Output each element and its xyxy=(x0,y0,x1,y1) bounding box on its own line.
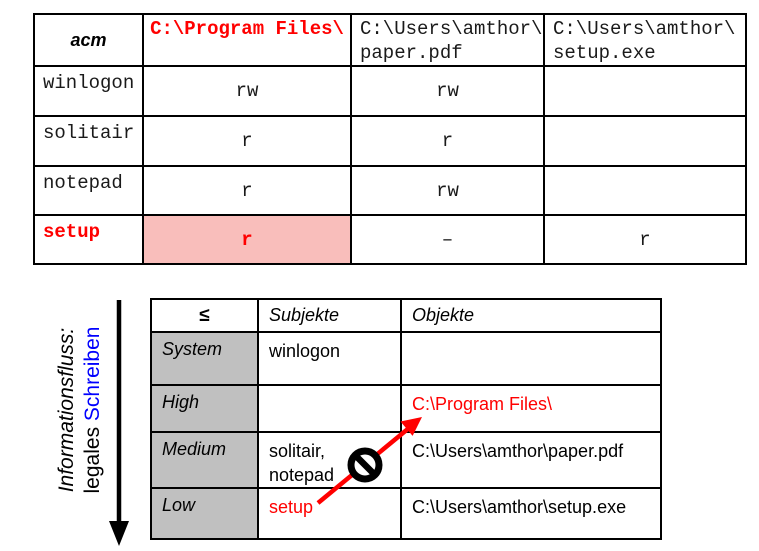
acm-cell xyxy=(543,165,747,216)
acm-col-header-line: C:\Users\amthor\ xyxy=(553,18,736,40)
levels-row-high: High C:\Program Files\ xyxy=(150,384,662,433)
acm-cell-highlighted: r xyxy=(142,214,352,265)
levels-cell-subjects: winlogon xyxy=(257,331,402,386)
levels-row-low: Low setup C:\Users\amthor\setup.exe xyxy=(150,487,662,540)
acm-col-header-paper-pdf: C:\Users\amthor\ paper.pdf xyxy=(350,13,545,67)
acm-cell: – xyxy=(350,214,545,265)
levels-cell-objects: C:\Users\amthor\setup.exe xyxy=(400,487,662,540)
acm-cell: rw xyxy=(142,65,352,117)
acm-subject-label: notepad xyxy=(33,165,144,216)
level-label: System xyxy=(150,331,259,386)
information-flow-label-line2: legales Schreiben xyxy=(80,280,106,540)
levels-header-row: ≤ Subjekte Objekte xyxy=(150,298,662,333)
acm-col-header-line: paper.pdf xyxy=(360,42,463,64)
flow-direction-arrow xyxy=(109,300,129,546)
acm-table: acm C:\Program Files\ C:\Users\amthor\ p… xyxy=(33,13,747,265)
levels-cell-subjects: setup xyxy=(257,487,402,540)
levels-cell-objects: C:\Program Files\ xyxy=(400,384,662,433)
acm-cell: r xyxy=(350,115,545,167)
subject-name: notepad xyxy=(269,465,335,485)
subjekte-header: Subjekte xyxy=(257,298,402,333)
level-label: High xyxy=(150,384,259,433)
subject-name: solitair, xyxy=(269,441,326,461)
acm-col-header-line: C:\Program Files\ xyxy=(150,18,344,40)
acm-header-row: acm C:\Program Files\ C:\Users\amthor\ p… xyxy=(33,13,747,67)
levels-row-medium: Medium solitair, notepad C:\Users\amthor… xyxy=(150,431,662,489)
acm-subject-label: solitair xyxy=(33,115,144,167)
acm-row-setup: setup r – r xyxy=(33,214,747,265)
acm-cell xyxy=(543,65,747,117)
acm-col-header-setup-exe: C:\Users\amthor\ setup.exe xyxy=(543,13,747,67)
objekte-header: Objekte xyxy=(400,298,662,333)
subject-name: setup xyxy=(269,497,314,517)
acm-row-winlogon: winlogon rw rw xyxy=(33,65,747,117)
level-label: Medium xyxy=(150,431,259,489)
levels-cell-subjects xyxy=(257,384,402,433)
acm-col-header-program-files: C:\Program Files\ xyxy=(142,13,352,67)
subject-name: winlogon xyxy=(269,341,341,361)
flow-arrow-head-icon xyxy=(109,521,129,546)
levels-table: ≤ Subjekte Objekte System winlogon High … xyxy=(150,298,662,540)
levels-cell-subjects: solitair, notepad xyxy=(257,431,402,489)
acm-cell: r xyxy=(142,165,352,216)
acm-col-header-line: setup.exe xyxy=(553,42,656,64)
information-flow-label-line1: Informationsfluss: xyxy=(55,327,78,493)
acm-subject-label: winlogon xyxy=(33,65,144,117)
information-flow-label: Informationsfluss: legales Schreiben xyxy=(54,280,106,540)
schreiben-text: Schreiben xyxy=(81,326,104,422)
acm-row-notepad: notepad r rw xyxy=(33,165,747,216)
levels-cell-objects: C:\Users\amthor\paper.pdf xyxy=(400,431,662,489)
acm-corner-label: acm xyxy=(33,13,144,67)
acm-cell: rw xyxy=(350,65,545,117)
level-label: Low xyxy=(150,487,259,540)
leq-symbol: ≤ xyxy=(150,298,259,333)
acm-cell: r xyxy=(543,214,747,265)
acm-cell: r xyxy=(142,115,352,167)
legales-text: legales xyxy=(81,421,104,494)
levels-cell-objects xyxy=(400,331,662,386)
acm-cell xyxy=(543,115,747,167)
acm-row-solitair: solitair r r xyxy=(33,115,747,167)
levels-row-system: System winlogon xyxy=(150,331,662,386)
acm-subject-label: setup xyxy=(33,214,144,265)
acm-cell: rw xyxy=(350,165,545,216)
acm-col-header-line: C:\Users\amthor\ xyxy=(360,18,543,40)
